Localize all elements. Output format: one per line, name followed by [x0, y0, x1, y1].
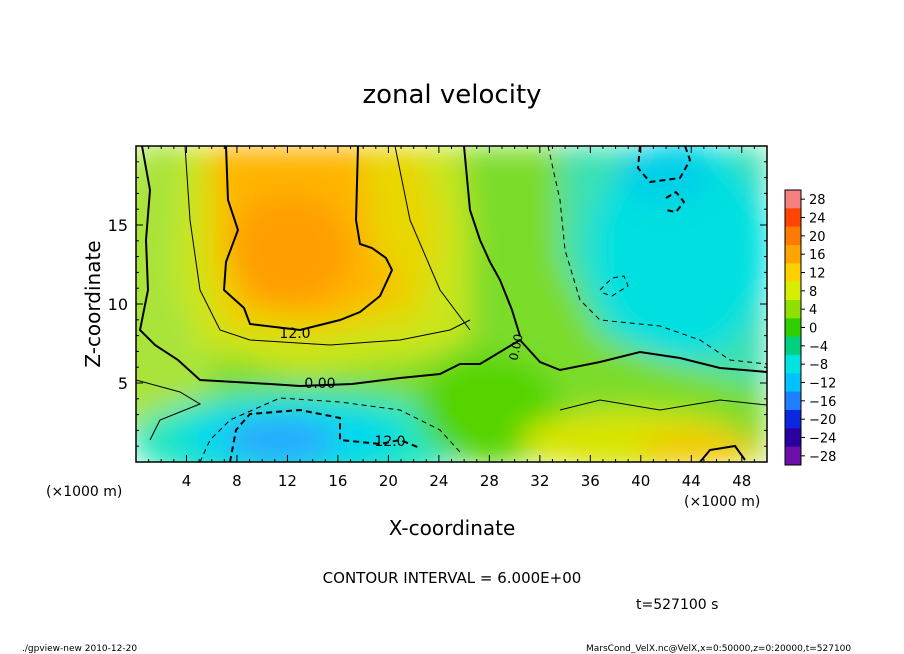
colorbar-swatch — [785, 208, 801, 228]
contour-label-text: 0.00 — [506, 333, 525, 362]
y-axis: 5 10 15 — [108, 145, 767, 463]
colorbar-swatch — [785, 300, 801, 319]
colorbar-label: 20 — [809, 230, 826, 245]
contour-label-text: 0.00 — [304, 376, 335, 392]
y-tick-label: 10 — [108, 295, 128, 314]
colorbar-label: 12 — [809, 267, 826, 282]
colorbar-label: 4 — [809, 303, 817, 318]
colorbar-swatch — [785, 281, 801, 301]
contour-label-text: 12.0 — [374, 434, 405, 450]
contour-label-text: 12.0 — [279, 326, 310, 342]
x-tick-label: 36 — [581, 472, 600, 490]
colorbar-label: 0 — [809, 322, 817, 337]
x-tick-label: 8 — [232, 472, 242, 490]
contour-interval: CONTOUR INTERVAL = 6.000E+00 — [323, 569, 582, 587]
contour-label: 0.00 — [506, 333, 525, 362]
colorbar-label: −24 — [809, 432, 836, 447]
colorbar-swatch — [785, 428, 801, 448]
colorbar-label: −8 — [809, 358, 828, 373]
colorbar-swatch — [785, 245, 801, 264]
colorbar-label: −4 — [809, 340, 828, 355]
footer-right: MarsCond_VelX.nc@VelX,x=0:50000,z=0:2000… — [586, 644, 851, 654]
contour-label: 12.0 — [374, 434, 405, 450]
x-axis-label: X-coordinate — [389, 516, 516, 540]
colorbar: 28 24 20 16 12 8 4 0 −4 −8 −12 −16 −20 −24 −28 — [784, 189, 836, 466]
x-tick-label: 24 — [429, 472, 448, 490]
colorbar-label: 24 — [809, 212, 826, 227]
x-tick-label: 4 — [182, 472, 192, 490]
colorbar-label: −28 — [809, 450, 836, 465]
colorbar-swatch — [785, 355, 801, 374]
contour-label: 0.00 — [304, 376, 335, 392]
colorbar-swatch — [785, 263, 801, 283]
time-label: t=527100 s — [636, 597, 718, 613]
colorbar-label: −12 — [809, 377, 836, 392]
x-tick-label: 20 — [379, 472, 398, 490]
x-tick-label: 32 — [530, 472, 549, 490]
y-tick-label: 15 — [108, 216, 128, 235]
colorbar-swatch — [785, 226, 801, 246]
colorbar-swatch — [785, 336, 801, 356]
footer-left: ./gpview-new 2010-12-20 — [22, 644, 137, 654]
y-tick-label: 5 — [118, 374, 128, 393]
chart-title: zonal velocity — [362, 80, 541, 110]
contour-label: 12.0 — [279, 326, 310, 342]
colorbar-swatch — [785, 410, 801, 429]
x-tick-label: 16 — [328, 472, 347, 490]
colorbar-label: 28 — [809, 193, 826, 208]
colorbar-label: 16 — [809, 248, 826, 263]
x-tick-label: 12 — [278, 472, 297, 490]
x-tick-label: 44 — [682, 472, 701, 490]
x-units-label: (×1000 m) — [684, 494, 760, 510]
y-units-label: (×1000 m) — [46, 484, 122, 500]
colorbar-swatch — [785, 391, 801, 411]
x-tick-label: 48 — [732, 472, 751, 490]
colorbar-swatch — [785, 373, 801, 393]
x-tick-label: 28 — [480, 472, 499, 490]
y-axis-label: Z-coordinate — [81, 240, 105, 367]
velocity-field — [136, 146, 767, 462]
colorbar-swatch — [785, 190, 801, 209]
colorbar-label: −16 — [809, 395, 836, 410]
colorbar-swatch — [785, 446, 801, 466]
x-axis: 4 8 12 16 20 24 28 32 36 40 44 48 — [135, 146, 768, 490]
contour-labels: 12.0 0.00 12.0 0.00 — [279, 326, 525, 450]
colorbar-label: −20 — [809, 413, 836, 428]
x-tick-label: 40 — [631, 472, 650, 490]
colorbar-label: 8 — [809, 285, 817, 300]
colorbar-swatch — [785, 318, 801, 338]
